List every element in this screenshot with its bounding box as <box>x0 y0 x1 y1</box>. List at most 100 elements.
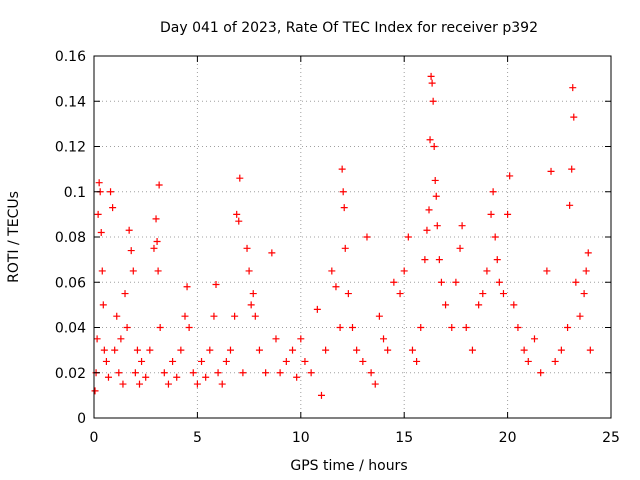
data-point <box>138 357 146 365</box>
data-point <box>384 346 392 354</box>
data-point <box>551 357 559 365</box>
data-point <box>400 267 408 275</box>
plot-frame <box>93 55 612 419</box>
data-point <box>332 283 340 291</box>
data-point <box>297 335 305 343</box>
data-point <box>127 247 135 255</box>
data-point <box>97 228 105 236</box>
data-point <box>156 324 164 331</box>
data-point <box>338 165 346 173</box>
data-point <box>426 136 434 144</box>
data-point <box>107 188 115 196</box>
data-point <box>429 97 437 105</box>
data-point <box>272 335 280 343</box>
data-point <box>380 335 388 343</box>
data-point <box>339 188 347 196</box>
data-point <box>100 346 108 354</box>
data-point <box>510 301 518 309</box>
data-point <box>115 369 123 377</box>
x-tick-label: 25 <box>602 430 620 446</box>
data-point <box>276 369 284 377</box>
data-point <box>251 312 259 320</box>
data-point <box>146 346 154 354</box>
data-point <box>570 113 578 121</box>
data-point <box>142 373 150 381</box>
data-point <box>255 346 263 354</box>
y-tick-label: 0.06 <box>55 275 86 291</box>
y-tick-label: 0.04 <box>55 321 86 337</box>
data-point <box>499 290 507 298</box>
data-point <box>198 357 206 365</box>
data-point <box>582 267 590 275</box>
data-point <box>514 324 522 331</box>
data-point <box>404 233 412 241</box>
data-point <box>425 206 433 214</box>
data-point <box>113 312 121 320</box>
data-point <box>99 301 107 309</box>
y-tick-label: 0.08 <box>55 230 86 246</box>
data-point <box>475 301 483 309</box>
data-point <box>336 324 344 331</box>
data-point <box>520 346 528 354</box>
data-point <box>210 312 218 320</box>
data-point <box>353 346 361 354</box>
data-point <box>262 369 270 377</box>
data-point <box>152 215 160 223</box>
data-point <box>131 369 139 377</box>
data-point <box>268 249 276 257</box>
data-point <box>93 335 101 343</box>
data-point <box>94 210 102 218</box>
data-point <box>572 278 580 286</box>
data-point <box>293 373 301 381</box>
data-point <box>153 238 161 246</box>
data-point <box>111 346 119 354</box>
data-point <box>150 244 158 252</box>
data-point <box>495 278 503 286</box>
data-point <box>119 380 127 388</box>
data-point <box>322 346 330 354</box>
data-point <box>462 324 470 331</box>
data-point <box>214 369 222 377</box>
data-point <box>547 167 555 175</box>
grid <box>94 56 611 418</box>
data-point <box>123 324 131 331</box>
data-point <box>367 369 375 377</box>
x-tick-label: 15 <box>395 430 413 446</box>
data-point <box>91 387 99 395</box>
data-point <box>183 283 191 291</box>
data-point <box>566 201 574 209</box>
data-point <box>349 324 356 331</box>
data-point <box>568 165 576 173</box>
data-point <box>222 357 230 365</box>
data-points <box>91 72 594 399</box>
data-point <box>430 143 438 150</box>
y-tick-label: 0.02 <box>55 366 86 382</box>
data-point <box>133 346 141 354</box>
data-point <box>468 346 476 354</box>
data-point <box>442 301 450 309</box>
data-point <box>371 380 379 388</box>
x-tick-label: 0 <box>90 430 99 446</box>
y-axis-ticks: 0 0.02 0.04 0.06 0.08 0.1 0.12 0.14 0.16 <box>55 49 611 427</box>
y-tick-label: 0.1 <box>64 185 86 201</box>
data-point <box>135 380 143 388</box>
data-point <box>437 278 445 286</box>
data-point <box>530 335 538 343</box>
data-point <box>363 233 371 241</box>
data-point <box>428 79 436 87</box>
data-point <box>543 267 551 275</box>
data-point <box>328 267 336 275</box>
data-point <box>340 204 348 212</box>
data-point <box>313 305 321 313</box>
data-point <box>483 267 491 275</box>
data-point <box>341 244 349 252</box>
data-point <box>202 373 210 381</box>
data-point <box>164 380 172 388</box>
data-point <box>359 357 367 365</box>
data-point <box>243 244 251 252</box>
data-point <box>282 357 290 365</box>
data-point <box>181 312 189 320</box>
data-point <box>433 222 441 230</box>
data-point <box>109 204 117 212</box>
data-point <box>249 290 257 298</box>
